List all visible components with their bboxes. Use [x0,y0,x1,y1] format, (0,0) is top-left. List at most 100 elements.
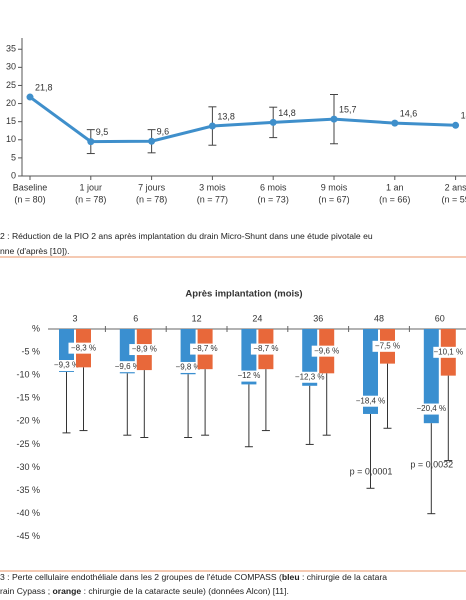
x-tick-label: 36 [313,313,323,323]
point [330,115,338,123]
value-label: 21,8 [35,82,53,92]
value-label: 14,6 [400,108,418,118]
caption-text: : chirurgie de la catara [300,572,388,582]
error-bar [261,369,270,432]
value-label: 13,8 [217,111,235,121]
y-tick-label: 20 [6,98,16,108]
y-tick-label: -5 % [21,346,40,356]
x-tick-sublabel: (n = 67) [318,194,349,204]
caption-text: bleu [282,572,300,582]
label-box [190,343,221,355]
error-bar [184,374,193,438]
point [269,118,277,126]
point [87,138,95,146]
x-tick-label: 3 mois [199,182,226,192]
label-box [416,403,447,415]
point [208,122,216,130]
label-box [294,371,325,383]
x-tick-sublabel: (n = 73) [258,194,289,204]
error-bar [427,423,436,515]
value-label: −12,3 % [295,372,325,381]
x-tick-sublabel: (n = 77) [197,194,228,204]
error-bar [123,373,132,436]
y-tick-label: 5 [11,152,16,162]
x-tick-label: 3 [72,313,77,323]
value-label: 9,5 [96,127,109,137]
x-tick-label: 60 [435,313,445,323]
x-tick-label: Baseline [13,182,48,192]
caption-line: rain Cypass ; orange : chirurgie de la c… [0,586,289,596]
error-bar [79,367,88,432]
x-tick-label: 1 an [386,182,404,192]
caption-text: 3 : Perte cellulaire endothéliale dans l… [0,572,282,582]
point [391,119,399,127]
y-tick-label: -45 % [16,531,40,541]
y-tick-label: -15 % [16,393,40,403]
label-box [112,361,143,373]
value-label: −20,4 % [417,404,447,413]
error-bar [383,363,392,429]
x-tick-label: 12 [192,313,202,323]
annotation: p = 0,0032 [410,460,453,470]
x-tick-label: 2 ans [445,182,466,192]
value-label: −8,7 % [253,344,278,353]
label-box [51,359,82,371]
value-label: −9,3 % [54,361,79,370]
value-label: −8,3 % [71,343,96,352]
caption-line: 2 : Réduction de la PIO 2 ans après impl… [0,231,373,241]
y-tick-label: -40 % [16,508,40,518]
value-label: −8,9 % [132,345,157,354]
point [452,121,460,129]
point [26,93,34,101]
label-box [129,344,160,356]
caption-text: : chirurgie de la cataracte seule) (donn… [81,586,289,596]
y-tick-label: 0 [11,170,16,180]
caption-text: 2 : Réduction de la PIO 2 ans après impl… [0,231,373,241]
y-tick-label: -35 % [16,485,40,495]
value-label: −8,7 % [193,344,218,353]
value-label: −9,6 % [314,346,339,355]
y-tick-label: 10 [6,134,16,144]
caption-line: nne (d'après [10]). [0,246,69,256]
x-tick-label: 24 [252,313,262,323]
line [29,95,456,144]
x-tick-sublabel: (n = 59 [441,194,466,204]
value-label: −10,1 % [434,347,464,356]
value-label: −7,5 % [375,341,400,350]
x-tick-label: 7 jours [138,182,166,192]
annotation: p = 0,0001 [350,467,393,477]
y-tick-label: 25 [6,80,16,90]
error-bar [62,371,71,434]
label-box [250,343,281,355]
error-bar [305,385,314,445]
x-tick-sublabel: (n = 78) [75,194,106,204]
chart-title: Après implantation (mois) [185,289,302,300]
y-tick-label: -20 % [16,416,40,426]
y-tick-label: -25 % [16,439,40,449]
x-tick-label: 48 [374,313,384,323]
y-tick-label: 35 [6,44,16,54]
error-bar [201,369,210,436]
label-box [355,395,386,407]
error-bar [244,384,253,448]
y-tick-label: -10 % [16,370,40,380]
y-tick-label: 30 [6,62,16,72]
y-tick-label: 15 [6,116,16,126]
x-tick-label: 1 jour [80,182,103,192]
bar [241,329,257,385]
error-bar [322,373,331,436]
label-box [372,340,403,352]
y-tick-label: -30 % [16,462,40,472]
point [148,137,156,145]
x-tick-label: 6 mois [260,182,287,192]
caption-text: rain Cypass ; [0,586,53,596]
caption-line: 3 : Perte cellulaire endothéliale dans l… [0,572,387,582]
y-tick-label: % [32,323,40,333]
value-label: −9,8 % [176,363,201,372]
label-box [233,370,264,382]
error-bar [366,413,375,489]
x-tick-label: 6 [133,313,138,323]
error-bar [444,375,453,462]
caption-text: nne (d'après [10]). [0,246,69,256]
